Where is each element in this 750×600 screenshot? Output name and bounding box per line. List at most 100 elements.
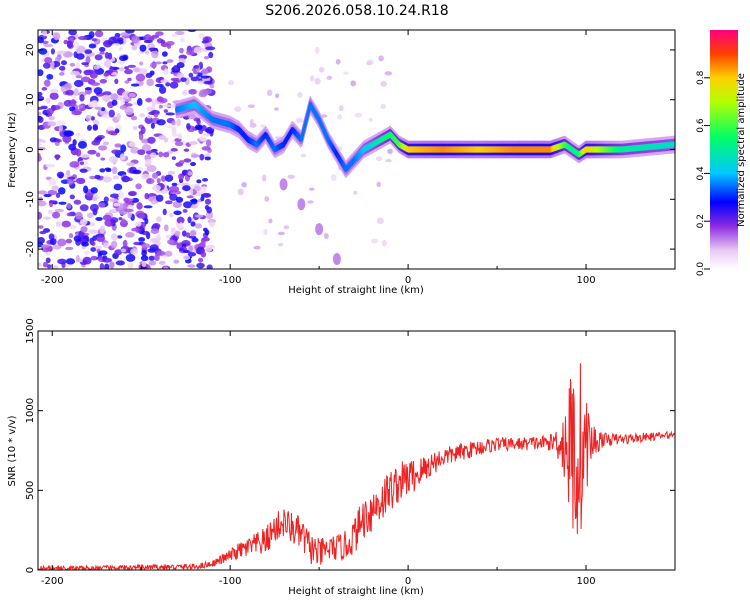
noise-cell bbox=[48, 115, 56, 121]
noise-cell bbox=[91, 100, 99, 107]
y-tick-label: 10 bbox=[25, 93, 36, 106]
noise-cell bbox=[55, 154, 60, 161]
noise-cell bbox=[79, 94, 85, 102]
noise-cell bbox=[127, 77, 132, 82]
noise-cell bbox=[164, 250, 173, 257]
noise-cell bbox=[202, 177, 209, 182]
noise-cell bbox=[115, 260, 125, 266]
noise-cell bbox=[113, 202, 121, 207]
noise-cell bbox=[205, 139, 212, 147]
noise-cell bbox=[75, 132, 81, 137]
noise-cell bbox=[49, 238, 57, 246]
noise-cell bbox=[48, 200, 58, 204]
noise-cell bbox=[191, 154, 201, 158]
noise-cell bbox=[69, 225, 77, 230]
noise-cell bbox=[91, 197, 98, 202]
noise-cell bbox=[275, 93, 280, 99]
noise-cell bbox=[151, 200, 157, 205]
noise-cell bbox=[86, 212, 94, 218]
noise-cell bbox=[96, 234, 106, 243]
colorbar-ticks: 0.0 0.2 0.4 0.6 0.8 bbox=[696, 70, 710, 276]
noise-cell bbox=[146, 78, 155, 87]
noise-cell bbox=[339, 105, 344, 112]
noise-cell bbox=[268, 218, 273, 224]
x-tick-label: 100 bbox=[576, 275, 595, 286]
noise-cell bbox=[160, 79, 170, 84]
noise-cell bbox=[156, 119, 166, 126]
noise-cell bbox=[56, 50, 66, 55]
noise-cell bbox=[162, 208, 167, 216]
noise-cell bbox=[159, 97, 168, 104]
noise-cell bbox=[141, 144, 152, 152]
noise-cell bbox=[171, 156, 176, 161]
noise-cell bbox=[112, 175, 119, 180]
noise-cell bbox=[158, 260, 166, 265]
noise-cell bbox=[38, 225, 44, 229]
noise-cell bbox=[140, 126, 146, 135]
noise-cell bbox=[307, 200, 314, 204]
colorbar-tick-label: 0.8 bbox=[696, 70, 706, 85]
noise-cell bbox=[75, 53, 85, 60]
noise-cell bbox=[196, 179, 202, 184]
noise-cell bbox=[79, 161, 85, 165]
noise-cell bbox=[111, 166, 118, 175]
noise-cell bbox=[171, 126, 177, 135]
noise-cell bbox=[169, 81, 179, 89]
noise-cell bbox=[197, 257, 204, 263]
noise-cell bbox=[187, 216, 192, 224]
noise-cell bbox=[163, 224, 169, 232]
noise-cell bbox=[241, 182, 247, 188]
noise-cell bbox=[249, 122, 257, 128]
noise-cell bbox=[75, 148, 82, 157]
noise-cell bbox=[68, 30, 77, 36]
noise-cell bbox=[385, 158, 392, 163]
noise-cell bbox=[71, 110, 82, 116]
x-tick-label: 0 bbox=[405, 576, 411, 587]
noise-cell bbox=[45, 257, 51, 264]
noise-cell bbox=[75, 75, 83, 79]
noise-cell bbox=[52, 265, 59, 269]
noise-cell bbox=[353, 190, 358, 195]
noise-cell bbox=[87, 149, 97, 155]
noise-cell bbox=[116, 37, 124, 42]
noise-cell bbox=[163, 68, 169, 75]
noise-cell bbox=[94, 245, 103, 250]
noise-cell bbox=[102, 257, 112, 263]
x-tick-label: 100 bbox=[576, 576, 595, 587]
noise-cell bbox=[95, 136, 103, 141]
noise-cell bbox=[183, 158, 192, 163]
noise-cell bbox=[143, 40, 153, 44]
noise-cell bbox=[95, 216, 103, 221]
noise-cell bbox=[176, 62, 185, 69]
noise-cell bbox=[169, 185, 180, 193]
noise-cell bbox=[315, 46, 320, 54]
noise-cell bbox=[95, 152, 101, 158]
noise-cell bbox=[147, 136, 156, 144]
noise-cell bbox=[354, 112, 363, 118]
noise-cell bbox=[144, 158, 152, 166]
noise-cell bbox=[66, 212, 73, 217]
noise-cell bbox=[99, 78, 108, 84]
noise-cell bbox=[130, 115, 138, 121]
noise-cell bbox=[99, 51, 105, 55]
noise-cell bbox=[190, 198, 198, 205]
noise-cell bbox=[64, 83, 71, 89]
noise-cell bbox=[94, 54, 103, 61]
noise-cell bbox=[65, 89, 75, 96]
noise-cell bbox=[182, 255, 191, 261]
noise-cell bbox=[150, 62, 157, 69]
noise-cell bbox=[111, 149, 121, 154]
noise-cell bbox=[72, 139, 77, 146]
noise-cell bbox=[73, 88, 79, 96]
noise-cell bbox=[127, 64, 136, 68]
noise-cell bbox=[171, 120, 176, 126]
noise-cell bbox=[85, 114, 92, 122]
noise-cell bbox=[155, 234, 161, 242]
noise-cell bbox=[130, 248, 139, 255]
noise-cell bbox=[43, 62, 51, 69]
noise-cell bbox=[65, 258, 76, 265]
noise-cell bbox=[151, 34, 160, 39]
noise-cell bbox=[131, 227, 140, 232]
noise-cell bbox=[102, 91, 112, 96]
